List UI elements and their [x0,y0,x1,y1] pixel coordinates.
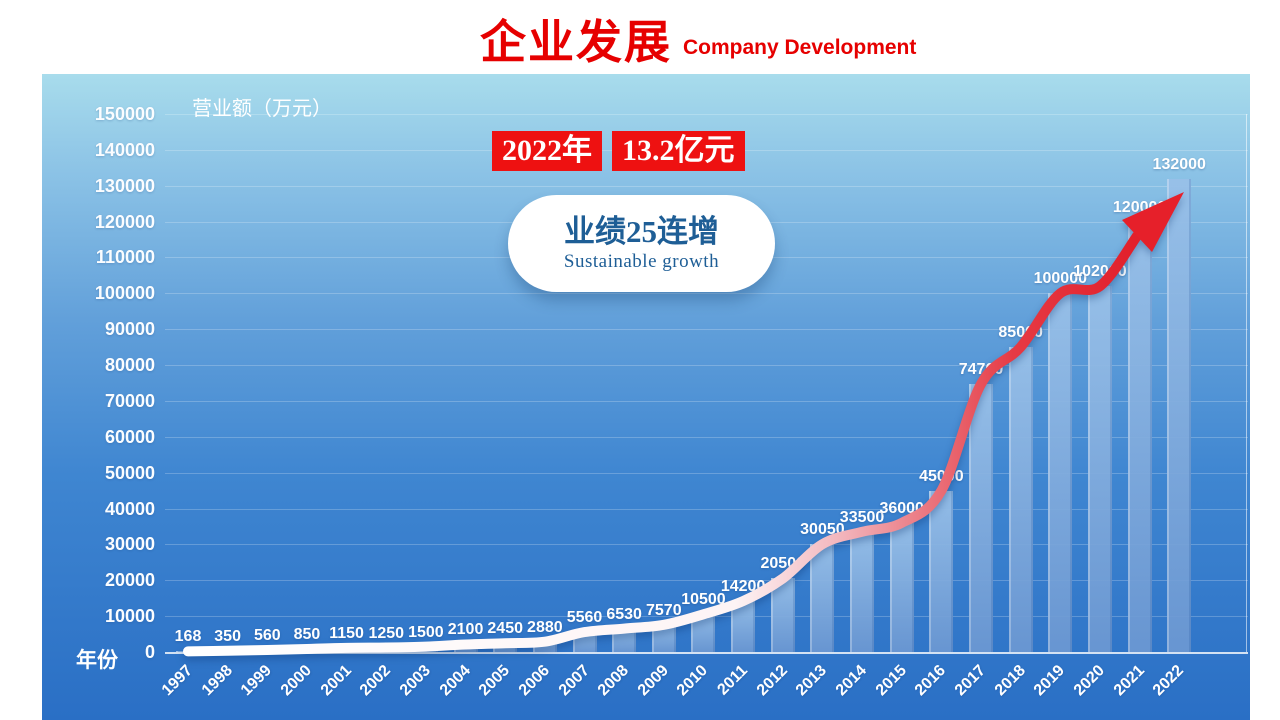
x-tick-label: 2000 [277,662,315,700]
x-tick-label: 1998 [198,662,236,700]
page-subtitle: Company Development [683,36,917,59]
bar [374,647,399,652]
x-tick-label: 2011 [714,662,752,699]
gridline [165,544,1248,546]
x-tick-label: 2005 [476,662,514,700]
y-tick-label: 40000 [104,498,155,519]
y-tick-label: 140000 [94,139,155,160]
bar [334,647,359,652]
y-tick-label: 130000 [94,175,155,196]
gridline [165,508,1248,510]
plot-border [1246,114,1247,652]
x-tick-label: 2015 [872,662,910,700]
banner-year: 2022年 [492,131,602,171]
callout-bubble: 业绩25连增 Sustainable growth [508,195,775,292]
bar [691,614,716,652]
x-tick-label: 2016 [912,662,950,700]
bar-value-label: 120000 [1112,198,1167,216]
x-axis-line [165,652,1248,654]
bar-value-label: 85000 [998,324,1043,342]
bar-value-label: 102000 [1073,263,1127,281]
y-tick-label: 10000 [104,606,155,627]
bar [1167,178,1192,652]
x-tick-label: 2007 [555,662,593,700]
bar [969,384,993,652]
bar-value-label: 74700 [958,361,1004,379]
page-title: 企业发展 [480,16,672,68]
y-tick-label: 90000 [104,319,155,340]
gridline [165,114,1248,115]
y-tick-label: 80000 [104,355,155,376]
x-tick-label: 2004 [436,662,474,700]
callout-subtitle: Sustainable growth [563,251,720,273]
bar [493,643,518,652]
bar-value-label: 132000 [1152,155,1206,173]
x-tick-label: 2006 [515,662,553,700]
bar [1008,347,1033,652]
callout-title: 业绩25连增 [564,213,719,249]
gridline [165,472,1248,474]
x-tick-label: 2017 [951,662,990,700]
bar-value-label: 20500 [760,555,806,573]
bar [294,648,319,652]
x-tick-label: 2008 [594,662,633,700]
growth-line [183,231,1142,657]
gridline [165,329,1248,331]
bar-value-label: 45000 [919,467,964,485]
bar [413,646,438,652]
gridline [165,185,1248,187]
gridline [165,365,1248,367]
bar [889,522,914,652]
gridline [165,400,1248,402]
x-axis-title: 年份 [76,649,118,672]
y-tick-label: 150000 [94,104,155,124]
y-tick-label: 50000 [104,462,155,483]
y-tick-label: 60000 [104,426,155,447]
chart-panel: 0 10000 20000 30000 40000 50000 60000 70000 8000… [42,74,1250,720]
x-tick-label: 2001 [317,662,355,700]
highlight-banner: 2022年 13.2亿元 [492,131,745,171]
bar [215,650,240,652]
gridline [165,436,1248,438]
y-tick-label: 30000 [104,534,155,555]
y-tick-label: 20000 [104,570,155,591]
y-tick-label: 0 [144,642,155,662]
bar [532,641,557,652]
x-tick-label: 2002 [357,662,395,700]
bar [850,531,875,652]
gridline [165,293,1248,295]
x-tick-label: 2010 [674,662,712,700]
x-tick-label: 1999 [238,662,276,700]
x-tick-label: 2012 [753,662,791,700]
y-tick-label: 100000 [94,283,155,304]
bar [1127,221,1152,652]
bar-value-label: 14200 [720,578,766,596]
banner-amount: 13.2亿元 [612,131,745,171]
bar [255,649,280,652]
bar [651,624,676,652]
bar [176,650,200,652]
y-tick-label: 70000 [104,390,155,411]
y-tick-label: 110000 [95,247,155,268]
x-tick-label: 2019 [1031,662,1069,700]
x-tick-label: 2009 [634,662,672,700]
x-tick-label: 2018 [991,662,1029,700]
x-tick-label: 2020 [1070,662,1108,700]
y-tick-label: 120000 [94,211,155,232]
bar [612,628,637,652]
x-tick-label: 2003 [396,662,434,700]
x-tick-label: 2021 [1110,662,1148,700]
y-axis-title: 营业额（万元） [192,98,332,120]
bar [453,644,478,652]
bar [1048,293,1073,652]
x-tick-label: 2013 [793,662,831,700]
bar-value-label: 36000 [879,499,924,517]
x-tick-label: 2022 [1150,662,1188,700]
x-tick-label: 1997 [158,662,197,700]
x-tick-label: 2014 [832,662,871,700]
bar [1087,286,1112,652]
